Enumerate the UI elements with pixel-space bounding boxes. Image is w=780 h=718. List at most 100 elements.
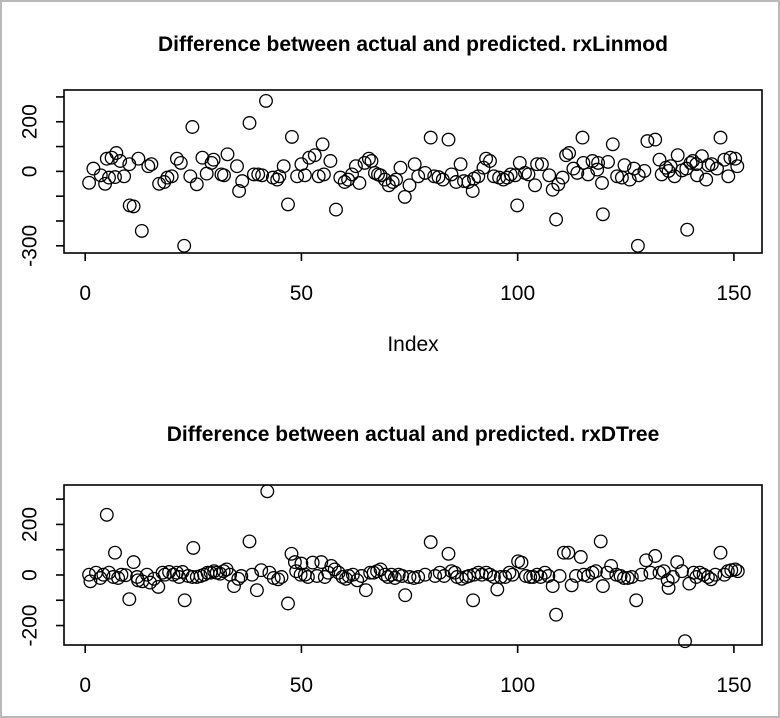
chart2-data-point <box>289 564 304 579</box>
chart2-data-point <box>556 545 571 560</box>
chart2-data-point <box>530 567 545 582</box>
chart1-data-point <box>232 184 247 198</box>
chart2-data-point <box>373 562 388 577</box>
chart1-data-point <box>508 168 523 183</box>
chart1-data-point <box>680 222 695 237</box>
chart2-data-point <box>428 569 443 583</box>
chart2-data-point <box>600 565 615 580</box>
chart2-data-point <box>545 579 560 594</box>
chart1-data-point <box>109 146 124 160</box>
chart2-data-point <box>730 564 745 579</box>
chart1-data-point <box>169 151 184 166</box>
chart1-data-point <box>605 137 620 152</box>
chart2-data-point <box>629 593 644 608</box>
chart1-data-point <box>576 155 591 170</box>
chart1-data-point <box>284 129 299 144</box>
chart1-data-point <box>82 175 97 190</box>
chart1-x-axis-title: Index <box>387 333 439 356</box>
chart1-data-point <box>595 207 610 222</box>
chart1-data-point <box>307 148 322 163</box>
chart1-data-point <box>297 168 312 183</box>
chart2-x-tick-label: 100 <box>500 674 535 697</box>
chart2-data-point <box>377 567 392 582</box>
chart1-y-tick-label: 200 <box>19 104 42 139</box>
chart1-data-point <box>281 197 295 212</box>
chart2-data-point <box>643 565 658 580</box>
chart2-data-point <box>271 572 286 587</box>
chart1-data-point <box>640 134 655 149</box>
chart2-data-point <box>155 565 170 580</box>
chart1-data-point <box>173 155 188 170</box>
chart1-data-point <box>86 161 101 176</box>
chart2-data-point <box>639 553 654 568</box>
chart2-data-point <box>498 570 513 584</box>
chart2-plot-box <box>63 484 763 646</box>
chart1-data-point <box>164 169 179 184</box>
chart2-data-point <box>537 565 552 580</box>
chart2-data-point <box>384 567 399 582</box>
chart2-data-point <box>293 567 308 582</box>
chart1-data-point <box>730 159 745 174</box>
chart1-data-point <box>717 152 732 167</box>
chart2-data-point <box>713 545 728 560</box>
chart1-data-point <box>189 177 204 192</box>
chart2-data-point <box>281 596 295 611</box>
chart2-data-point <box>245 567 260 582</box>
chart1-data-point <box>204 155 219 170</box>
chart1-data-point <box>683 155 698 170</box>
chart1-data-point <box>259 93 273 108</box>
chart1-data-point <box>255 168 270 183</box>
chart2-y-tick-label: 200 <box>19 507 42 542</box>
chart1-data-point <box>479 151 494 166</box>
chart1-x-tick-label: 0 <box>79 282 91 305</box>
chart2-data-point <box>262 565 277 580</box>
chart1-data-point <box>721 169 736 184</box>
chart2-data-point <box>573 550 588 564</box>
chart1-data-point <box>385 175 400 189</box>
chart2-data-point <box>708 567 723 582</box>
chart2-data-point <box>549 607 564 622</box>
chart2-data-point <box>234 569 249 583</box>
chart2-data-point <box>704 572 718 587</box>
chart1-data-point <box>555 170 570 185</box>
chart1-data-point <box>530 157 545 172</box>
chart2-data-point <box>118 568 133 583</box>
chart2-title: Difference between actual and predicted.… <box>166 423 660 446</box>
chart1-data-point <box>242 116 257 130</box>
chart1-data-point <box>699 172 714 187</box>
chart1-data-point <box>617 158 632 173</box>
chart1-data-point <box>402 178 417 193</box>
chart2-data-point <box>441 546 456 561</box>
chart2-data-point <box>358 583 373 598</box>
chart1-data-point <box>457 174 471 189</box>
chart2-data-point <box>350 573 365 588</box>
chart2-data-point <box>728 562 743 577</box>
chart1-data-point <box>581 167 596 182</box>
chart1-title: Difference between actual and predicted.… <box>158 33 668 56</box>
chart2-data-point <box>108 545 122 560</box>
chart2-data-point <box>624 570 639 584</box>
chart2-data-point <box>593 534 608 549</box>
chart1-data-point <box>102 170 116 185</box>
chart1-data-point <box>316 167 331 182</box>
chart2-data-point <box>339 571 353 586</box>
chart1-data-point <box>352 176 367 190</box>
chart1-data-point <box>685 154 700 168</box>
chart1-data-point <box>453 157 468 172</box>
chart2-data-point <box>114 567 129 582</box>
chart1-data-point <box>483 154 497 168</box>
chart2-data-point <box>249 583 264 598</box>
chart1-x-tick-label: 150 <box>716 282 751 305</box>
chart2-data-point <box>284 546 299 561</box>
chart1-data-point <box>183 169 198 184</box>
chart2-data-point <box>186 540 201 555</box>
chart1-data-point <box>575 130 590 145</box>
chart1-data-point <box>290 169 305 184</box>
chart1-data-point <box>512 155 527 170</box>
chart2-data-point <box>387 571 402 585</box>
chart1-data-point <box>411 169 426 184</box>
chart2-data-point <box>314 555 329 570</box>
chart1-data-point <box>652 152 667 167</box>
chart2-data-point <box>505 567 520 582</box>
chart2-data-point <box>242 534 257 549</box>
